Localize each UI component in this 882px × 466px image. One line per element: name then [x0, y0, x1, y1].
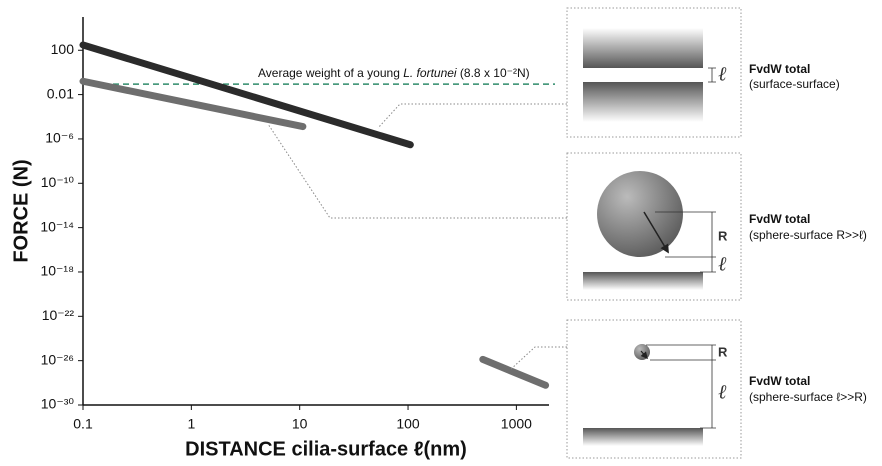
diagram-subtitle: (sphere-surface R>>ℓ) — [749, 228, 867, 242]
chart: 10⁻³⁰10⁻²⁶10⁻²²10⁻¹⁸10⁻¹⁴10⁻¹⁰10⁻⁶0.0110… — [10, 17, 555, 460]
y-axis-title: FORCE (N) — [10, 159, 32, 262]
symbol: R — [718, 344, 728, 359]
x-tick-label: 100 — [396, 416, 420, 432]
leader-line — [378, 104, 567, 128]
y-tick-label: 10⁻²⁶ — [41, 351, 74, 367]
y-tick-label: 10⁻¹⁸ — [40, 263, 74, 279]
x-tick-label: 10 — [292, 416, 308, 432]
reference-label-part: (8.8 x 10⁻²N) — [457, 66, 530, 80]
diagram-subtitle: (surface-surface) — [749, 77, 840, 91]
reference-label-part: Average weight of a young — [258, 66, 403, 80]
x-tick-label: 1 — [187, 416, 195, 432]
dimension — [708, 68, 716, 82]
dimension — [646, 345, 716, 428]
diagram-title: FvdW total — [749, 374, 810, 388]
y-tick-label: 10⁻²² — [42, 307, 75, 323]
x-tick-label: 1000 — [501, 416, 532, 432]
diagram-title: FvdW total — [749, 212, 810, 226]
figure: 10⁻³⁰10⁻²⁶10⁻²²10⁻¹⁸10⁻¹⁴10⁻¹⁰10⁻⁶0.0110… — [0, 0, 882, 466]
y-tick-label: 0.01 — [47, 85, 74, 101]
y-tick-label: 10⁻¹⁴ — [40, 218, 74, 234]
diagram-subtitle: (sphere-surface ℓ>>R) — [749, 390, 867, 404]
symbol: ℓ — [718, 252, 727, 276]
reference-label: Average weight of a young L. fortunei (8… — [258, 66, 530, 80]
surface — [583, 428, 703, 446]
symbol: R — [718, 228, 728, 243]
y-tick-label: 100 — [51, 41, 75, 57]
symbol: ℓ — [718, 62, 727, 86]
x-axis-title: DISTANCE cilia-surface ℓ(nm) — [185, 438, 467, 460]
surface — [583, 28, 703, 68]
surface — [583, 82, 703, 122]
leader-line — [268, 124, 567, 218]
surface — [583, 272, 703, 290]
sphere — [597, 171, 683, 257]
y-tick-label: 10⁻³⁰ — [41, 396, 75, 412]
diagram-title: FvdW total — [749, 62, 810, 76]
y-tick-label: 10⁻¹⁰ — [41, 174, 75, 190]
series-line — [483, 359, 546, 385]
symbol: ℓ — [718, 380, 727, 404]
reference-label-part: L. fortunei — [403, 66, 457, 80]
leader-line — [510, 347, 567, 370]
y-tick-label: 10⁻⁶ — [45, 130, 74, 146]
x-tick-label: 0.1 — [73, 416, 93, 432]
